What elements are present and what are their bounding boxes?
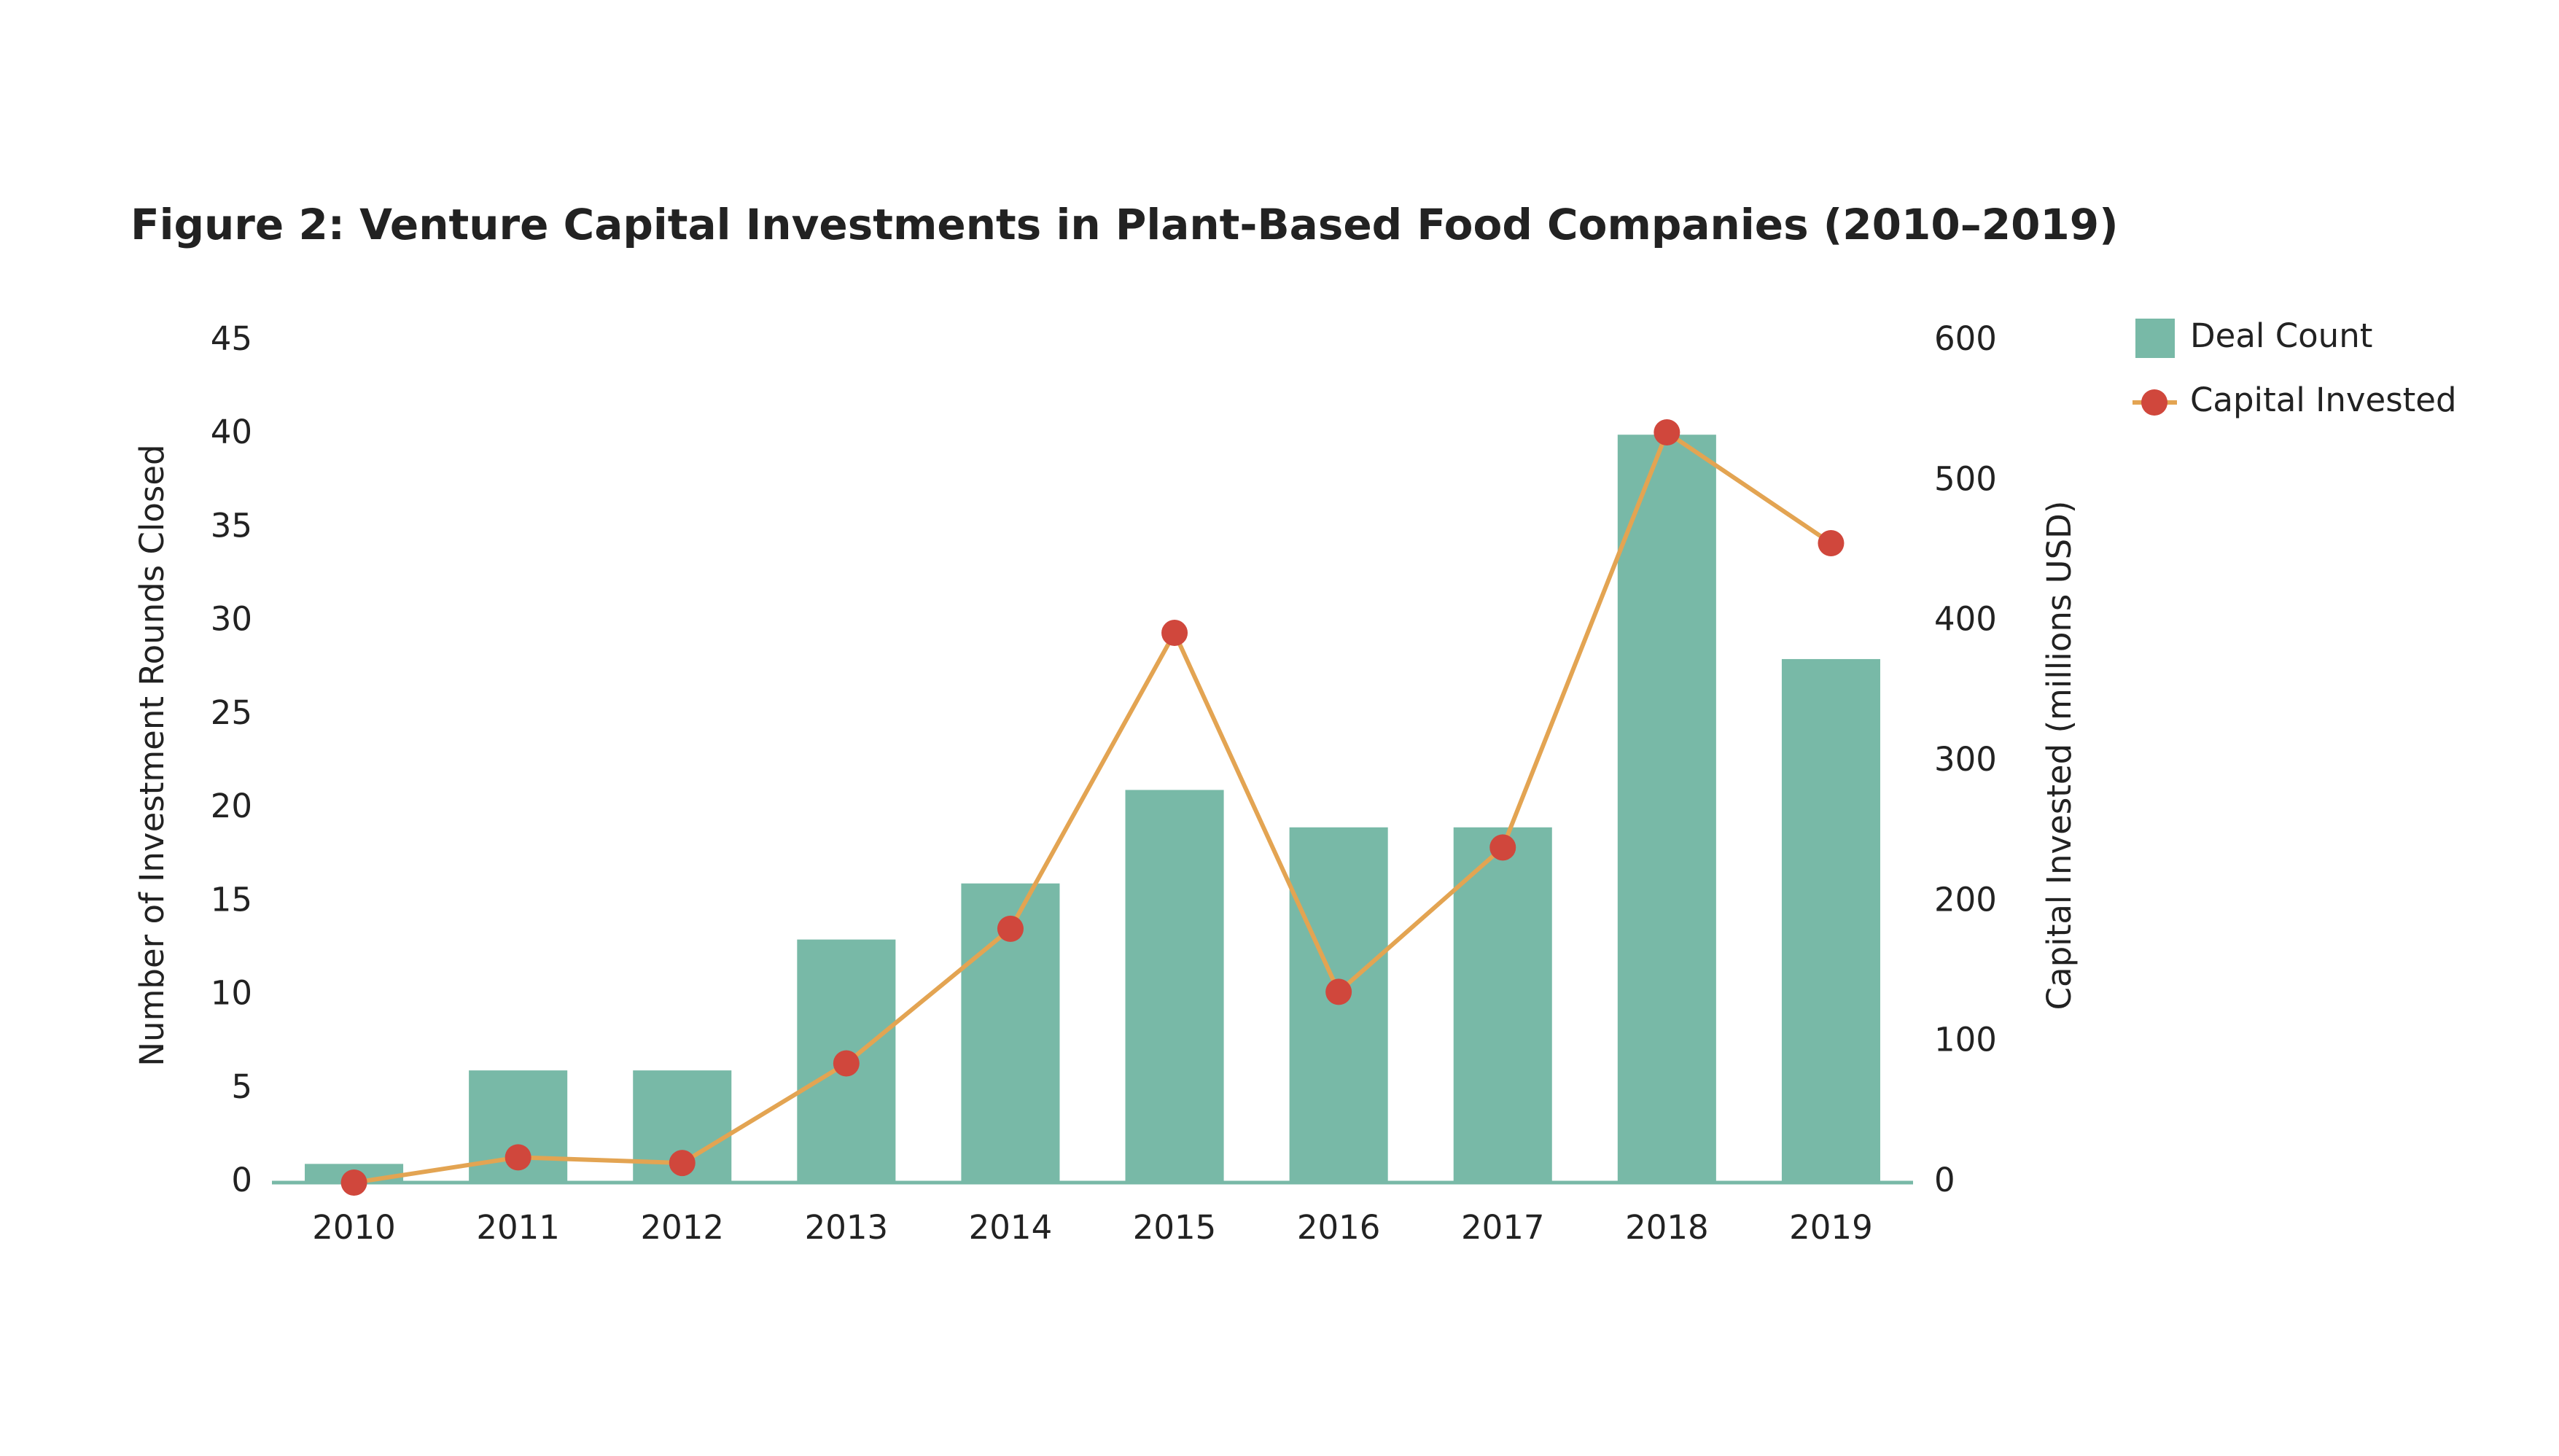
- x-tick-label: 2019: [1789, 1208, 1873, 1247]
- point: [1161, 620, 1188, 647]
- y2-tick-label: 400: [1934, 600, 1997, 639]
- point: [340, 1169, 367, 1196]
- y-tick-label: 40: [211, 413, 252, 451]
- legend-label: Deal Count: [2190, 316, 2372, 355]
- bar: [1453, 827, 1552, 1183]
- x-tick-label: 2014: [969, 1208, 1053, 1247]
- y2-tick-label: 200: [1934, 880, 1997, 919]
- point: [1489, 834, 1516, 861]
- y2-axis-title: Capital Invested (millions USD): [2040, 501, 2079, 1011]
- y-tick-label: 30: [211, 600, 252, 639]
- chart-title: Figure 2: Venture Capital Investments in…: [131, 200, 2119, 249]
- y-tick-label: 35: [211, 506, 252, 545]
- y-tick-label: 5: [231, 1067, 252, 1106]
- x-tick-label: 2018: [1625, 1208, 1709, 1247]
- line: [354, 429, 1833, 1185]
- y-tick-label: 25: [211, 693, 252, 732]
- y2-tick-label: 0: [1934, 1161, 1955, 1199]
- point: [1818, 529, 1845, 556]
- legend-swatch: [2141, 389, 2167, 416]
- bar: [1125, 790, 1224, 1183]
- y-tick-label: 45: [211, 319, 252, 358]
- point: [1654, 419, 1680, 446]
- point: [997, 915, 1024, 942]
- point: [505, 1144, 531, 1171]
- point: [669, 1150, 696, 1177]
- bar: [1617, 435, 1716, 1183]
- y-tick-label: 0: [231, 1161, 252, 1199]
- y2-tick-label: 100: [1934, 1021, 1997, 1059]
- legend-label: Capital Invested: [2190, 381, 2457, 419]
- y-tick-label: 10: [211, 974, 252, 1013]
- point: [1325, 978, 1352, 1005]
- x-tick-label: 2016: [1297, 1208, 1381, 1247]
- x-tick-label: 2010: [312, 1208, 396, 1247]
- y2-tick-label: 500: [1934, 459, 1997, 498]
- x-tick-label: 2017: [1461, 1208, 1545, 1247]
- y2-tick-label: 600: [1934, 319, 1997, 358]
- point: [833, 1050, 860, 1077]
- legend-swatch: [2135, 319, 2175, 358]
- x-tick-label: 2015: [1133, 1208, 1217, 1247]
- x-tick-label: 2011: [476, 1208, 560, 1247]
- y-tick-label: 20: [211, 787, 252, 825]
- x-tick-label: 2012: [640, 1208, 724, 1247]
- y-axis-title: Number of Investment Rounds Closed: [133, 444, 171, 1066]
- y-tick-label: 15: [211, 880, 252, 919]
- y2-tick-label: 300: [1934, 740, 1997, 779]
- x-tick-label: 2013: [805, 1208, 889, 1247]
- bar: [1781, 658, 1880, 1183]
